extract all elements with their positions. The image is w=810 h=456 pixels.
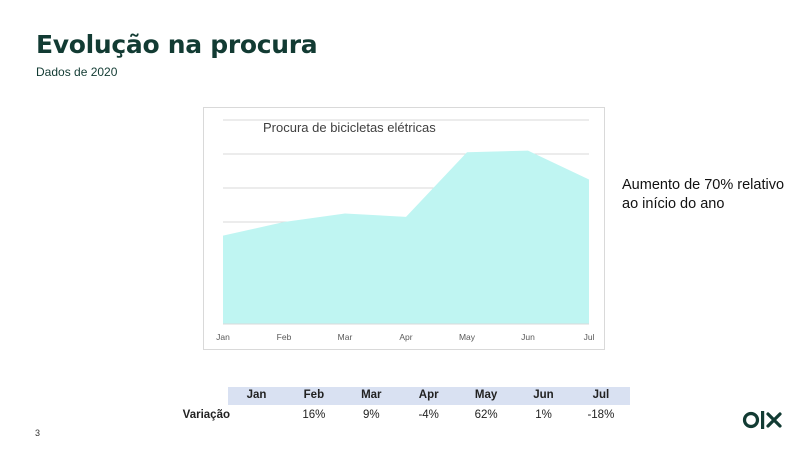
table-column-header: Feb (303, 389, 325, 401)
page-number: 3 (35, 428, 41, 438)
chart-annotation: Aumento de 70% relativo ao início do ano (622, 177, 785, 212)
table-column-header: Jul (592, 389, 610, 401)
x-tick-label: Feb (277, 332, 292, 342)
page-subtitle: Dados de 2020 (36, 65, 118, 79)
chart-container: Jan Feb Mar Apr May Jun Jul Procura de biciclet… (203, 107, 605, 350)
x-tick-label: Apr (399, 332, 412, 342)
area-chart: Jan Feb Mar Apr May Jun Jul Procura de biciclet… (216, 119, 595, 342)
x-tick-label: Jan (216, 332, 230, 342)
chart-title: Procura de bicicletas elétricas (263, 120, 436, 135)
variation-table-header (228, 387, 630, 405)
page-title: Evolução na procura (36, 30, 318, 59)
table-column-header: Jun (533, 389, 554, 401)
area-series (223, 150, 589, 324)
table-cell: -4% (418, 409, 439, 421)
table-column-header: Mar (361, 389, 382, 401)
table-cell: -18% (587, 409, 615, 421)
x-tick-label: Mar (338, 332, 353, 342)
variation-row-label: Variação (182, 409, 230, 421)
x-tick-label: Jun (521, 332, 535, 342)
table-cell: 9% (362, 409, 380, 421)
table-column-header: Apr (418, 389, 439, 401)
table-cell: 62% (474, 409, 498, 421)
x-tick-label: Jul (584, 332, 595, 342)
x-tick-label: May (459, 332, 476, 342)
table-column-header: May (474, 389, 498, 401)
olx-logo (742, 408, 786, 437)
table-cell: 16% (302, 409, 326, 421)
table-column-header: Jan (246, 389, 267, 401)
table-cell: 1% (535, 409, 552, 421)
olx-logo-icon (742, 411, 782, 429)
